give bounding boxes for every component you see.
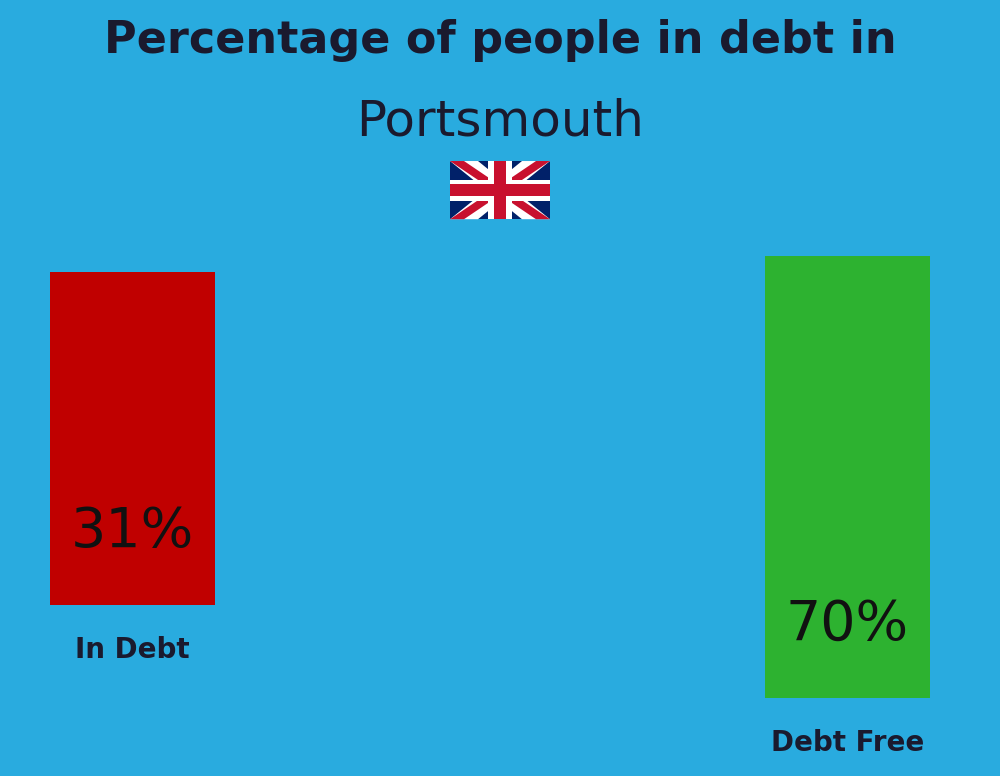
Text: In Debt: In Debt bbox=[75, 636, 190, 664]
Bar bbox=[450, 180, 550, 201]
Polygon shape bbox=[450, 161, 550, 220]
Polygon shape bbox=[450, 161, 550, 220]
Bar bbox=[765, 256, 930, 698]
Text: Portsmouth: Portsmouth bbox=[356, 97, 644, 145]
Polygon shape bbox=[450, 161, 550, 220]
Text: Percentage of people in debt in: Percentage of people in debt in bbox=[104, 19, 896, 62]
Text: 70%: 70% bbox=[786, 598, 909, 652]
Bar bbox=[450, 161, 550, 220]
Text: Debt Free: Debt Free bbox=[771, 729, 924, 757]
Bar bbox=[494, 161, 506, 220]
Bar bbox=[450, 184, 550, 196]
Bar bbox=[488, 161, 512, 220]
Polygon shape bbox=[450, 161, 550, 220]
Text: 31%: 31% bbox=[71, 504, 194, 559]
Bar bbox=[50, 272, 215, 605]
